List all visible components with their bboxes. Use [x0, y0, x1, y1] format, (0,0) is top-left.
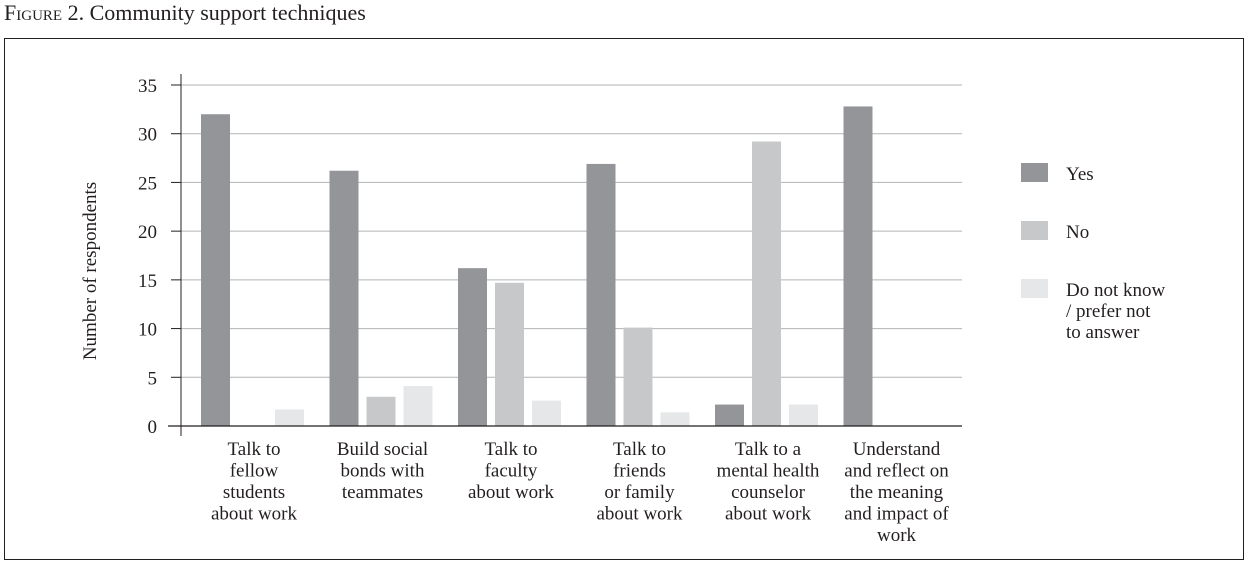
- bar-no: [752, 141, 781, 426]
- category-label: Understand: [853, 439, 941, 460]
- category-label: work: [877, 525, 917, 546]
- bar-no: [623, 327, 653, 426]
- category-label: Talk to: [227, 439, 280, 460]
- category-label: about work: [468, 482, 555, 503]
- category-label: faculty: [485, 461, 538, 482]
- category-label: teammates: [342, 482, 423, 503]
- bar-yes: [843, 106, 873, 426]
- legend-swatch: [1021, 163, 1048, 182]
- legend-label: Yes: [1066, 164, 1094, 185]
- category-label: about work: [211, 504, 298, 525]
- y-tick-label: 10: [138, 320, 157, 341]
- y-axis-label: Number of respondents: [80, 182, 101, 360]
- y-tick-label: 5: [148, 368, 158, 389]
- category-label: Talk to a: [735, 439, 802, 460]
- category-label: and impact of: [844, 504, 949, 525]
- bar-do: [789, 404, 818, 426]
- category-label: students: [223, 482, 285, 503]
- y-tick-label: 25: [138, 173, 157, 194]
- legend-swatch: [1021, 279, 1048, 298]
- figure-title: Community support techniques: [89, 0, 366, 25]
- bar-do: [532, 400, 561, 426]
- category-label: and reflect on: [844, 461, 949, 482]
- legend-swatch: [1021, 221, 1048, 240]
- category-label: Build social: [337, 439, 428, 460]
- figure-caption: Figure 2. Community support techniques: [4, 0, 366, 26]
- category-label: mental health: [717, 461, 820, 482]
- category-label: friends: [613, 461, 666, 482]
- category-label: about work: [596, 504, 683, 525]
- category-label: or family: [604, 482, 675, 503]
- legend-label: No: [1066, 222, 1089, 243]
- y-tick-label: 35: [138, 76, 157, 97]
- bar-no: [495, 282, 524, 426]
- category-label: Talk to: [484, 439, 537, 460]
- bar-yes: [329, 170, 359, 426]
- category-label: counselor: [731, 482, 806, 503]
- y-tick-label: 15: [138, 271, 157, 292]
- bar-yes: [586, 163, 616, 426]
- category-label: the meaning: [850, 482, 944, 503]
- legend-label: Do not know: [1066, 280, 1166, 301]
- bar-yes: [715, 404, 744, 426]
- legend-label: / prefer not: [1066, 301, 1151, 322]
- y-tick-label: 30: [138, 125, 157, 146]
- y-tick-label: 0: [148, 417, 158, 438]
- legend-label: to answer: [1066, 322, 1140, 343]
- chart-frame: [4, 38, 1244, 560]
- bar-do: [403, 386, 433, 426]
- bar-do: [660, 412, 690, 426]
- category-label: fellow: [230, 461, 279, 482]
- bar-yes: [458, 268, 487, 426]
- bar-do: [275, 409, 304, 426]
- category-label: Talk to: [613, 439, 666, 460]
- category-label: bonds with: [341, 461, 425, 482]
- figure-number: Figure 2.: [4, 0, 85, 25]
- bar-no: [366, 396, 396, 426]
- bar-yes: [201, 114, 230, 426]
- y-tick-label: 20: [138, 222, 157, 243]
- category-label: about work: [725, 504, 812, 525]
